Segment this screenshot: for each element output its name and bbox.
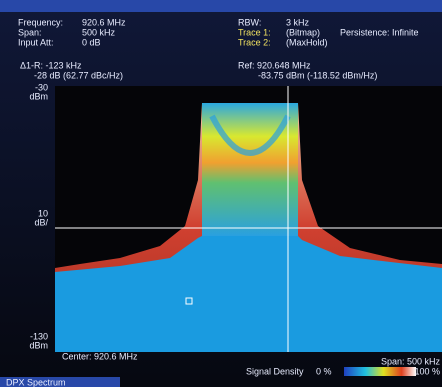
signal-dip xyxy=(209,114,291,156)
density-bar xyxy=(344,367,416,376)
density-min: 0 % xyxy=(316,366,332,376)
axis-mid-unit: dB/ xyxy=(34,217,48,227)
readout-label: Input Att: xyxy=(18,37,54,47)
persistence: Persistence: Infinite xyxy=(340,27,419,37)
rbw-label: RBW: xyxy=(238,17,261,27)
noise-floor xyxy=(55,236,442,352)
readout-value: 0 dB xyxy=(82,37,101,47)
readout-value: 500 kHz xyxy=(82,27,116,37)
delta-marker: Δ1-R: -123 kHz xyxy=(20,60,82,70)
trace1-value: (Bitmap) xyxy=(286,27,320,37)
trace2-label: Trace 2: xyxy=(238,37,271,47)
title-bar xyxy=(0,0,442,12)
trace2-value: (MaxHold) xyxy=(286,37,328,47)
axis-top: -30 xyxy=(35,82,48,92)
readouts: Frequency: 920.6 MHz Span: 500 kHz Input Att… xyxy=(18,17,419,47)
axis-bottom-unit: dBm xyxy=(29,340,48,350)
readout-label: Span: xyxy=(18,27,42,37)
rbw-value: 3 kHz xyxy=(286,17,310,27)
tab[interactable] xyxy=(0,377,120,387)
trace1-label: Trace 1: xyxy=(238,27,271,37)
density-max: 100 % xyxy=(414,366,440,376)
axis-bottom: -130 xyxy=(30,331,48,341)
plot xyxy=(55,86,442,352)
center-freq: Center: 920.6 MHz xyxy=(62,351,138,361)
tab-label[interactable]: DPX Spectrum xyxy=(6,377,66,387)
readout-value: 920.6 MHz xyxy=(82,17,126,27)
delta-value: -28 dB (62.77 dBc/Hz) xyxy=(34,70,123,80)
ref-marker: Ref: 920.648 MHz xyxy=(238,60,311,70)
density-label: Signal Density xyxy=(246,366,304,376)
ref-value: -83.75 dBm (-118.52 dBm/Hz) xyxy=(258,70,377,80)
readout-label: Frequency: xyxy=(18,17,63,27)
axis-mid: 10 xyxy=(38,208,48,218)
axis-top-unit: dBm xyxy=(29,91,48,101)
span: Span: 500 kHz xyxy=(381,356,441,366)
marker-box xyxy=(185,297,193,305)
